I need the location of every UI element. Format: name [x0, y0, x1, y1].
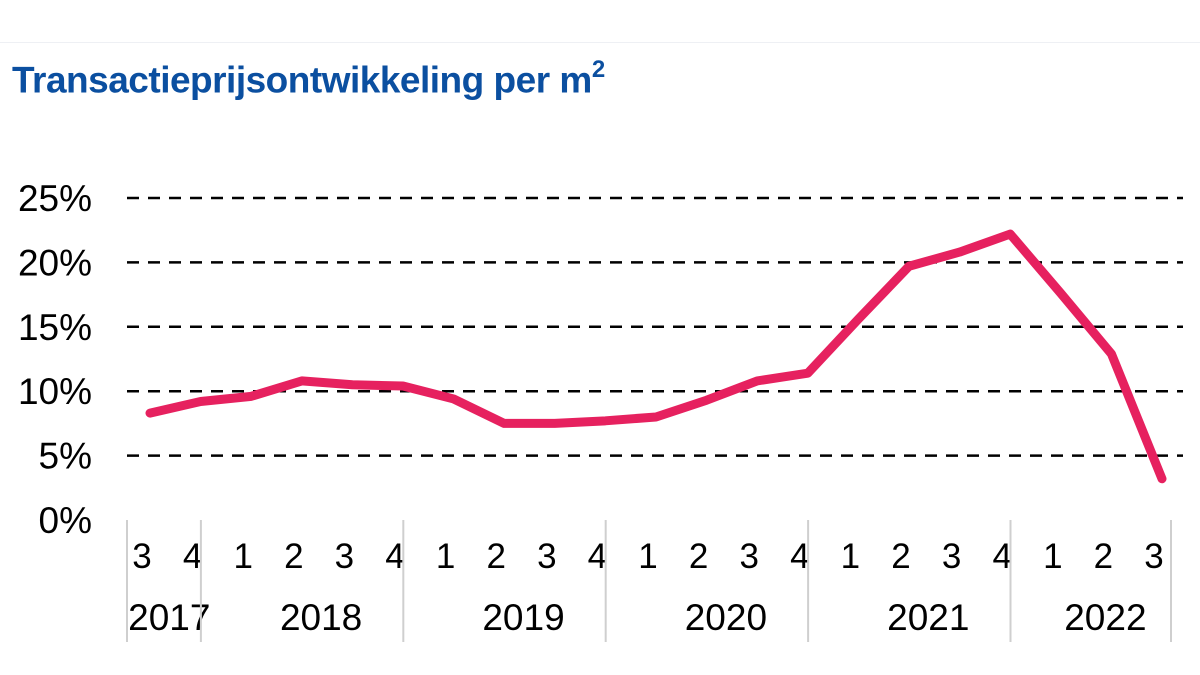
- x-tick-label-quarter: 4: [588, 537, 607, 576]
- y-tick-label: 15%: [18, 307, 92, 348]
- x-tick-label-quarter: 3: [335, 537, 354, 576]
- x-tick-label-quarter: 3: [739, 537, 758, 576]
- x-tick-label-year: 2017: [128, 597, 210, 638]
- x-tick-label-quarter: 1: [638, 537, 657, 576]
- chart-title: Transactieprijsontwikkeling per m2: [12, 56, 605, 103]
- y-tick-label: 0%: [39, 500, 92, 541]
- x-tick-label-year: 2019: [482, 597, 564, 638]
- x-tick-label-quarter: 1: [1043, 537, 1062, 576]
- x-tick-label-quarter: 4: [183, 537, 202, 576]
- x-tick-label-year: 2022: [1064, 597, 1146, 638]
- x-tick-label-quarter: 4: [790, 537, 809, 576]
- x-tick-label-quarter: 2: [689, 537, 708, 576]
- y-tick-label: 10%: [18, 371, 92, 412]
- x-tick-label-year: 2018: [280, 597, 362, 638]
- x-tick-label-quarter: 3: [537, 537, 556, 576]
- x-tick-label-quarter: 4: [992, 537, 1011, 576]
- chart-title-text: Transactieprijsontwikkeling per m: [12, 59, 592, 101]
- x-tick-label-quarter: 3: [132, 537, 151, 576]
- y-tick-label: 25%: [18, 178, 92, 219]
- x-tick-label-year: 2020: [685, 597, 767, 638]
- x-tick-label-quarter: 3: [1144, 537, 1163, 576]
- x-tick-label-quarter: 2: [486, 537, 505, 576]
- y-tick-label: 5%: [39, 436, 92, 477]
- chart-title-superscript: 2: [591, 56, 605, 83]
- y-tick-label: 20%: [18, 242, 92, 283]
- top-divider-line: [0, 42, 1200, 43]
- x-tick-label-quarter: 2: [891, 537, 910, 576]
- series-line: [145, 229, 1167, 484]
- x-tick-label-quarter: 1: [233, 537, 252, 576]
- x-tick-label-year: 2021: [887, 597, 969, 638]
- x-tick-label-quarter: 2: [284, 537, 303, 576]
- x-tick-label-quarter: 1: [436, 537, 455, 576]
- x-tick-label-quarter: 4: [385, 537, 404, 576]
- x-tick-label-quarter: 3: [942, 537, 961, 576]
- x-tick-label-quarter: 2: [1094, 537, 1113, 576]
- x-tick-label-quarter: 1: [841, 537, 860, 576]
